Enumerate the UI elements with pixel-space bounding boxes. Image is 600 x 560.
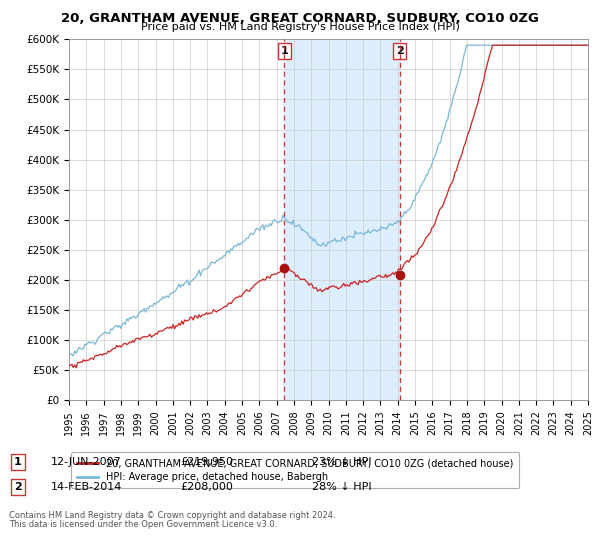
Text: £208,000: £208,000 — [180, 482, 233, 492]
Text: Price paid vs. HM Land Registry's House Price Index (HPI): Price paid vs. HM Land Registry's House … — [140, 22, 460, 32]
Bar — [284, 39, 400, 400]
Text: 12-JUN-2007: 12-JUN-2007 — [51, 457, 122, 467]
Text: 2: 2 — [396, 46, 404, 56]
Text: £219,950: £219,950 — [180, 457, 233, 467]
Text: 28% ↓ HPI: 28% ↓ HPI — [312, 482, 371, 492]
Text: 1: 1 — [280, 46, 288, 56]
Legend: 20, GRANTHAM AVENUE, GREAT CORNARD, SUDBURY, CO10 0ZG (detached house), HPI: Ave: 20, GRANTHAM AVENUE, GREAT CORNARD, SUDB… — [71, 452, 520, 488]
Text: 1: 1 — [14, 457, 22, 467]
Text: 14-FEB-2014: 14-FEB-2014 — [51, 482, 122, 492]
Text: This data is licensed under the Open Government Licence v3.0.: This data is licensed under the Open Gov… — [9, 520, 277, 529]
Text: Contains HM Land Registry data © Crown copyright and database right 2024.: Contains HM Land Registry data © Crown c… — [9, 511, 335, 520]
Text: 23% ↓ HPI: 23% ↓ HPI — [312, 457, 371, 467]
Text: 2: 2 — [14, 482, 22, 492]
Text: 20, GRANTHAM AVENUE, GREAT CORNARD, SUDBURY, CO10 0ZG: 20, GRANTHAM AVENUE, GREAT CORNARD, SUDB… — [61, 12, 539, 25]
